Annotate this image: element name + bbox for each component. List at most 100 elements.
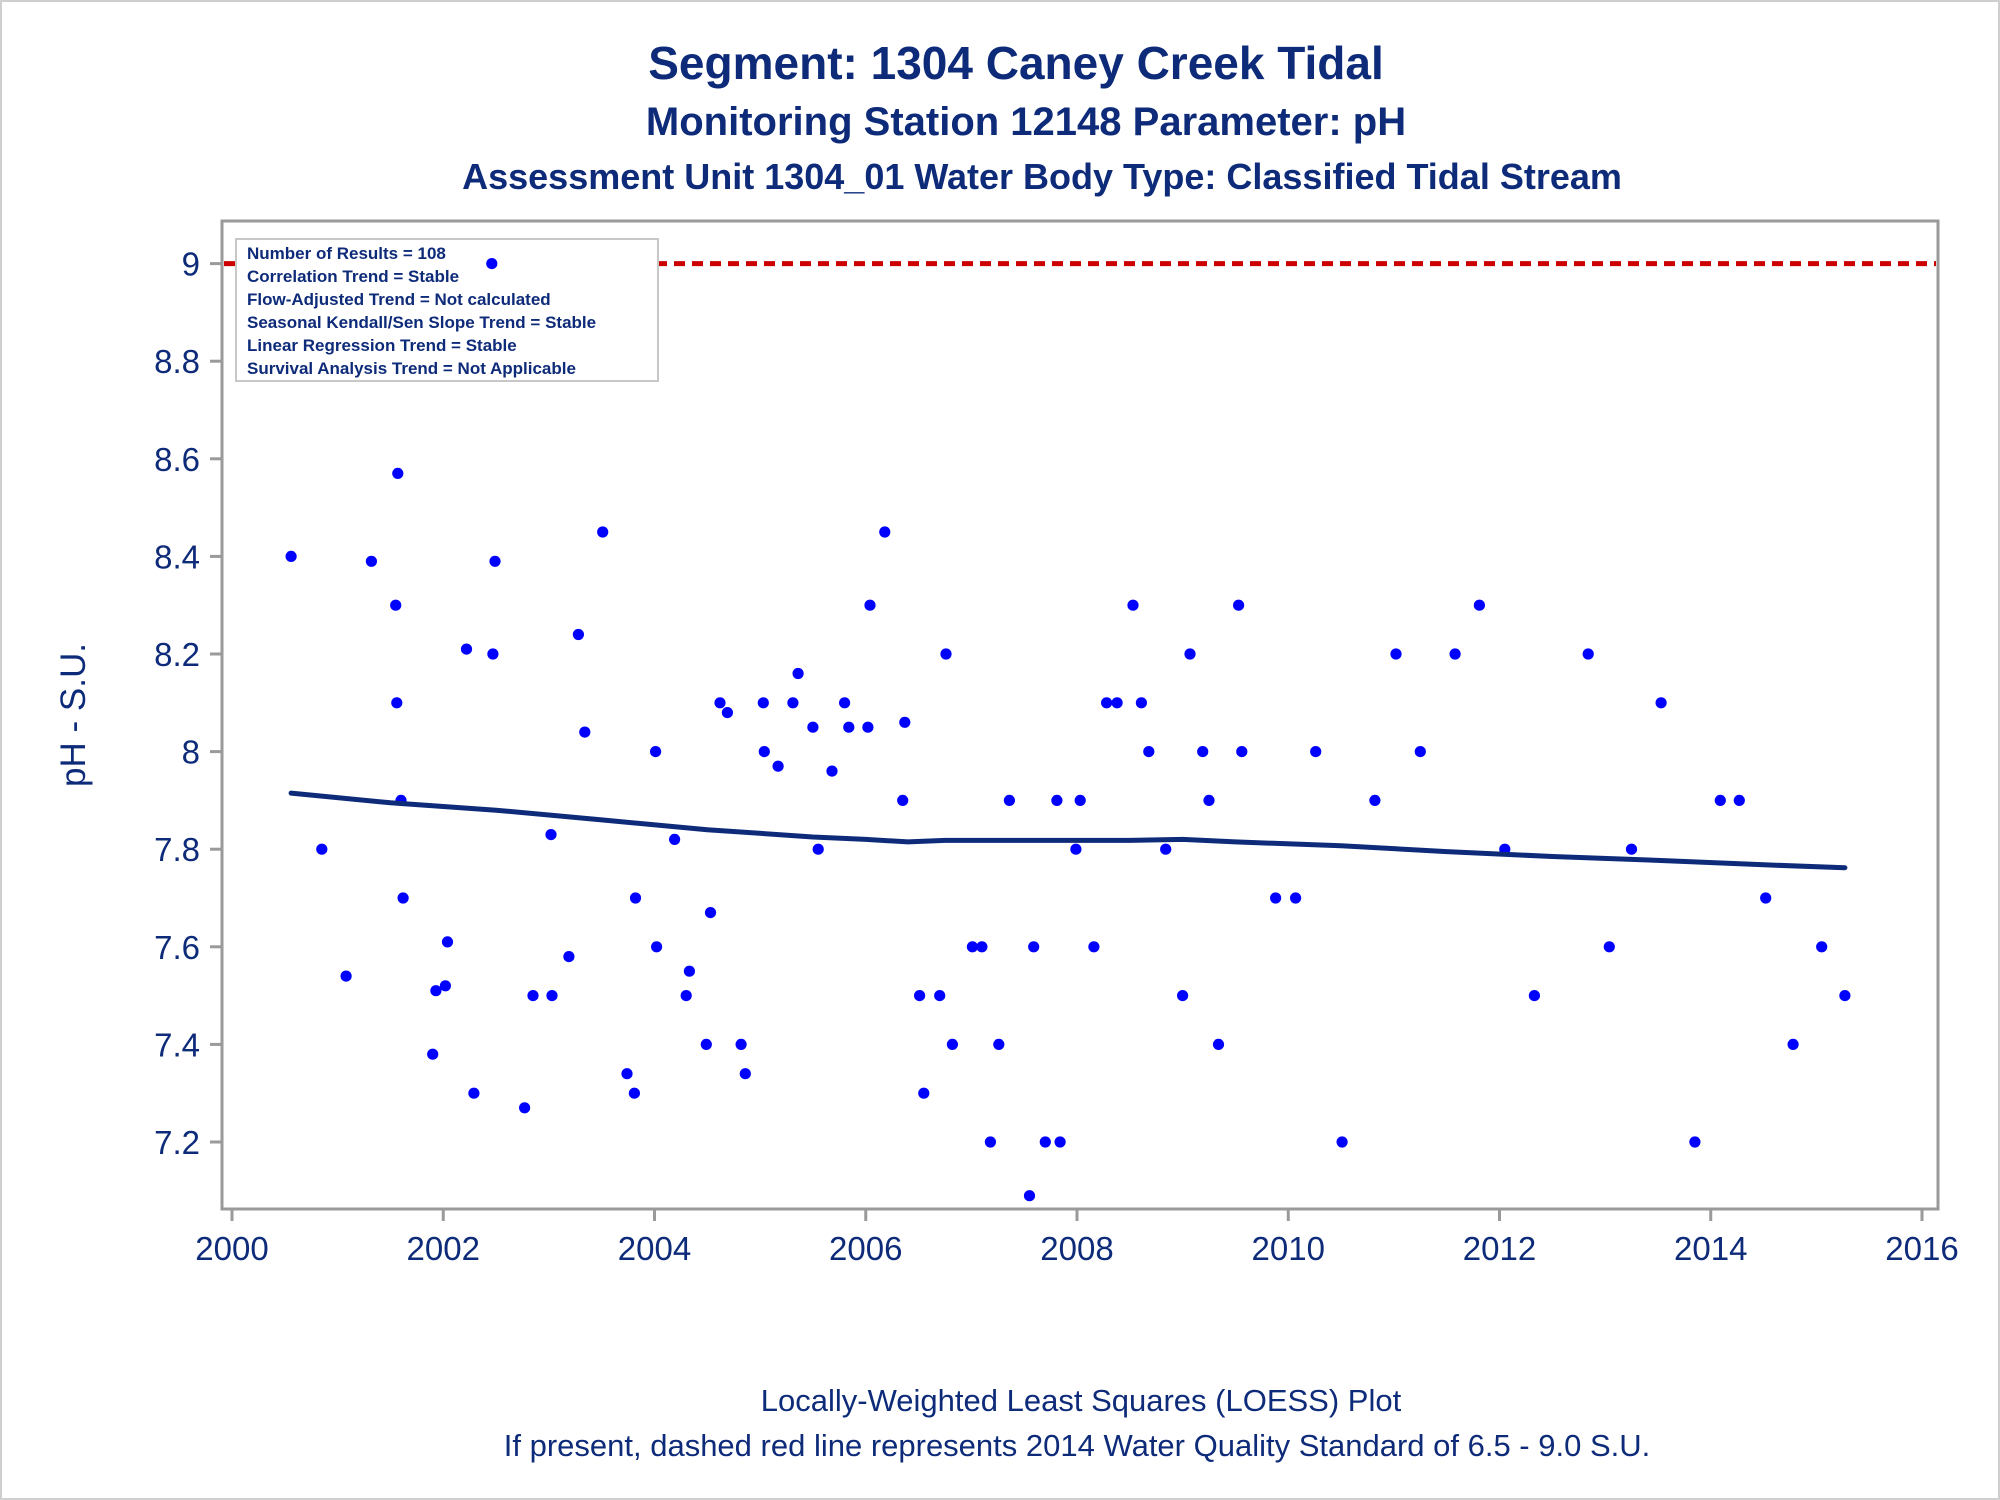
x-tick-label: 2014 [1674,1230,1747,1267]
chart-title: Segment: 1304 Caney Creek Tidal [648,37,1384,89]
data-point [579,726,591,738]
y-tick-label: 8.4 [154,538,200,575]
data-point [1135,697,1147,709]
x-tick-label: 2008 [1040,1230,1113,1267]
data-point [650,746,662,758]
data-point [365,555,377,567]
data-point [628,1087,641,1099]
data-point [397,892,409,904]
data-point [392,467,404,479]
data-point [340,970,352,982]
data-point [1689,1136,1701,1148]
chart-subtitle-2: Assessment Unit 1304_01 Water Body Type:… [462,156,1622,197]
y-tick-label: 8.6 [154,441,200,478]
trend-annotation-line: Linear Regression Trend = Stable [247,336,517,355]
footnote-loess: Locally-Weighted Least Squares (LOESS) P… [760,1383,1402,1418]
data-point [489,555,501,567]
data-point [487,648,499,660]
data-point [1603,941,1615,953]
x-tick-label: 2006 [829,1230,902,1267]
trend-annotation-line: Number of Results = 108 [247,244,446,263]
x-tick-label: 2010 [1252,1230,1325,1267]
data-point [519,1102,531,1114]
data-point [316,843,328,855]
data-point [1655,697,1667,709]
data-point [545,829,557,841]
data-point [563,951,575,963]
data-point [1184,648,1196,660]
x-axis: 2000 2002 2004 2006 2008 2010 2012 2014 2016 [195,1209,1959,1267]
trend-annotation-line: Survival Analysis Trend = Not Applicable [247,359,576,378]
data-point [839,697,851,709]
data-point [897,794,909,807]
data-point [285,550,297,563]
data-point [864,599,876,611]
data-point [1839,990,1851,1002]
data-point [441,936,454,948]
data-point [787,697,799,709]
data-point [1816,941,1828,953]
data-point [1336,1136,1348,1148]
data-point [1714,794,1726,807]
data-point [843,721,855,733]
data-point [1449,648,1461,660]
chart-subtitle: Monitoring Station 12148 Parameter: pH [645,100,1407,144]
data-point [1290,892,1302,904]
y-tick-label: 7.4 [154,1026,200,1063]
data-point [430,985,442,997]
data-point [621,1068,633,1080]
data-point [1369,794,1381,807]
data-point [976,941,988,953]
trend-annotation-line: Seasonal Kendall/Sen Slope Trend = Stabl… [247,313,596,332]
data-point [1233,599,1245,611]
data-point [439,980,451,992]
data-point [1074,794,1086,807]
data-point [1070,843,1082,855]
data-point [1582,648,1594,660]
data-point [629,892,642,904]
data-point [700,1038,712,1050]
data-point [1197,746,1209,758]
x-tick-label: 2012 [1463,1230,1536,1267]
data-point [1143,746,1155,758]
data-point [572,628,585,641]
data-point [735,1038,747,1050]
data-point [1051,794,1063,807]
data-point [680,990,692,1002]
y-axis: 7.2 7.4 7.6 7.8 8 8.2 8.4 8.6 8.8 9 [154,246,222,1161]
data-point [1212,1038,1225,1050]
y-tick-label: 7.2 [154,1124,200,1161]
data-point [391,697,403,709]
data-point [683,965,696,977]
data-point [427,1048,439,1060]
data-point [1028,941,1040,953]
data-point [527,990,539,1002]
data-point [934,990,946,1002]
data-point [1127,599,1139,611]
data-point [1023,1190,1036,1202]
data-point [1414,746,1426,758]
x-tick-label: 2000 [195,1230,268,1267]
data-point [1088,941,1100,953]
data-point [1177,990,1189,1002]
data-points [285,258,1851,1202]
data-point [1003,794,1016,807]
data-point [1236,746,1248,758]
data-point [1039,1136,1051,1148]
data-point [468,1087,480,1099]
data-point [807,721,819,733]
data-point [758,746,770,758]
x-tick-label: 2002 [407,1230,480,1267]
data-point [826,765,838,777]
data-point [966,941,979,953]
data-point [1625,843,1638,855]
data-point [1160,843,1172,855]
data-point [739,1068,751,1080]
data-point [918,1087,930,1099]
data-point [1270,892,1282,904]
x-tick-label: 2016 [1885,1230,1958,1267]
y-tick-label: 8.2 [154,636,200,673]
data-point [899,716,911,728]
data-point [1101,697,1113,709]
